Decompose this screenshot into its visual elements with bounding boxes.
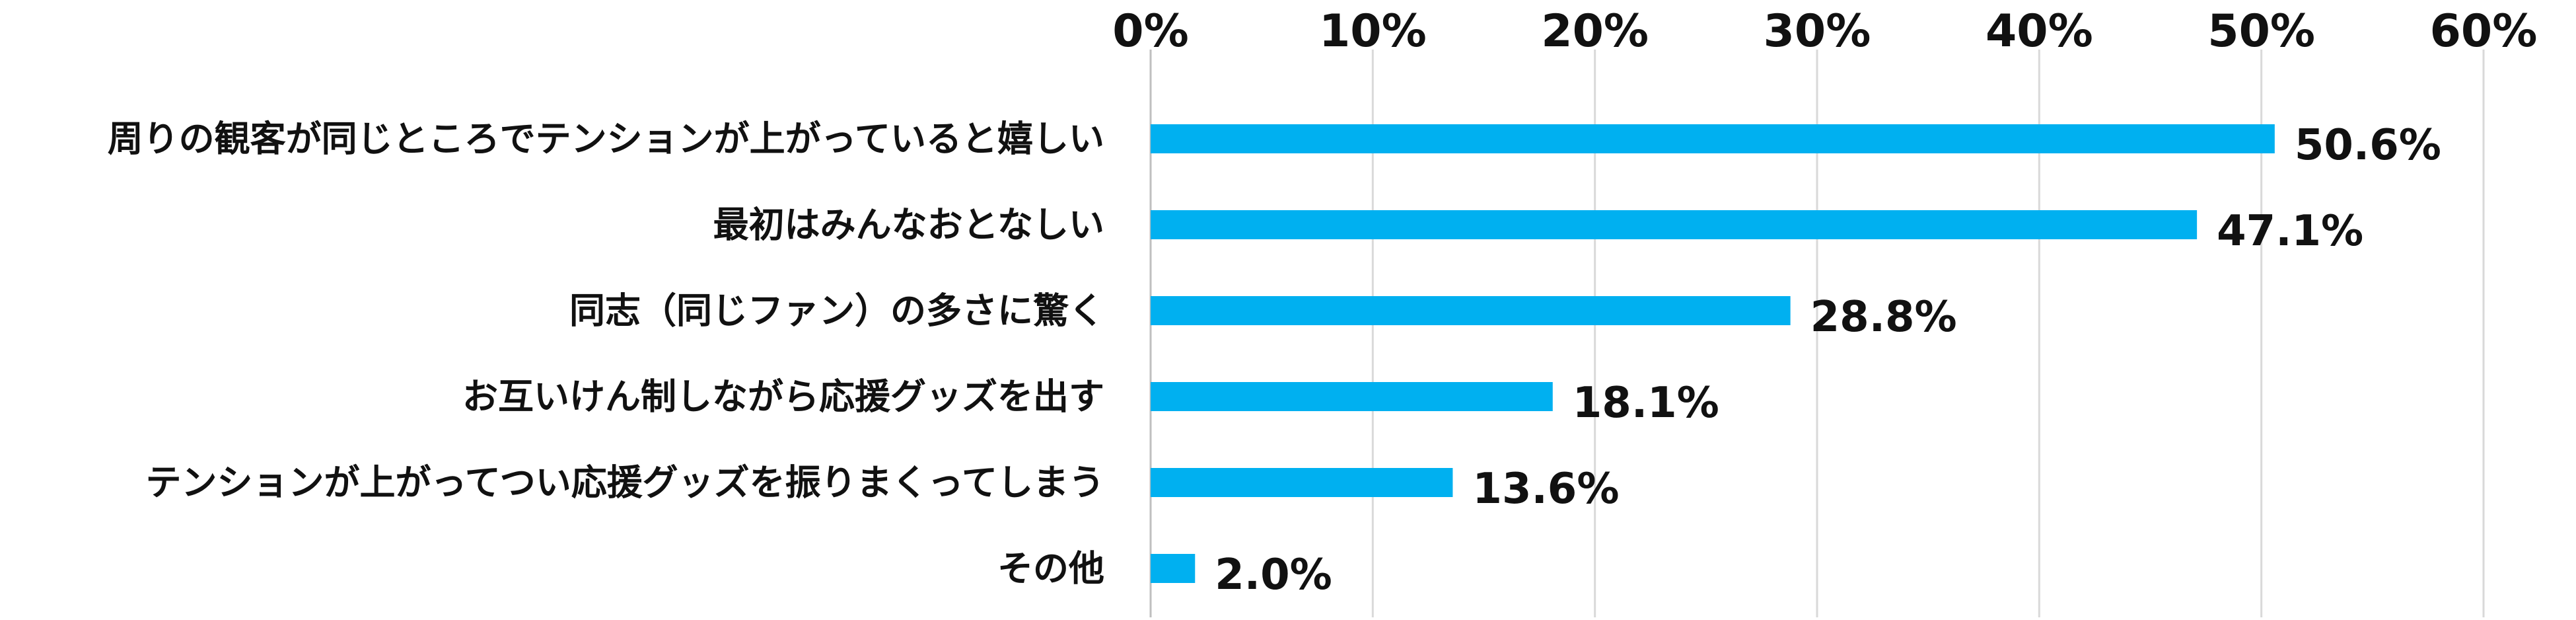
x-tick-label: 30% [1764,5,1871,58]
category-label: その他 [997,548,1104,590]
x-tick-label: 0% [1112,5,1188,58]
bar [1151,468,1453,497]
category-labels: 周りの観客が同じところでテンションが上がっていると嬉しい最初はみんなおとなしい同… [108,118,1104,590]
x-tick-label: 10% [1319,5,1427,58]
x-tick-label: 20% [1541,5,1649,58]
bar [1151,382,1553,411]
x-tick-label: 60% [2430,5,2538,58]
data-label: 18.1% [1573,379,1719,428]
category-label: お互いけん制しながら応援グッズを出す [462,376,1104,418]
x-tick-label: 50% [2207,5,2315,58]
data-label: 2.0% [1215,551,1332,600]
data-label: 50.6% [2295,121,2441,170]
bar [1151,554,1196,583]
category-label: 最初はみんなおとなしい [713,204,1104,246]
category-label: 同志（同じファン）の多さに驚く [569,290,1104,332]
data-labels: 50.6% 47.1% 28.8% 18.1% 13.6% 2.0% [1215,121,2441,600]
bar [1151,296,1791,325]
x-axis-ticks: 0% 10% 20% 30% 40% 50% 60% [1112,5,2537,58]
bars [1151,124,2275,583]
data-label: 47.1% [2217,207,2363,256]
data-label: 28.8% [1810,293,1957,342]
x-tick-label: 40% [1986,5,2093,58]
data-label: 13.6% [1472,465,1619,514]
bar [1151,124,2275,153]
category-label: テンションが上がってつい応援グッズを振りまくってしまう [145,462,1104,504]
bar [1151,210,2198,239]
category-label: 周りの観客が同じところでテンションが上がっていると嬉しい [108,118,1104,160]
